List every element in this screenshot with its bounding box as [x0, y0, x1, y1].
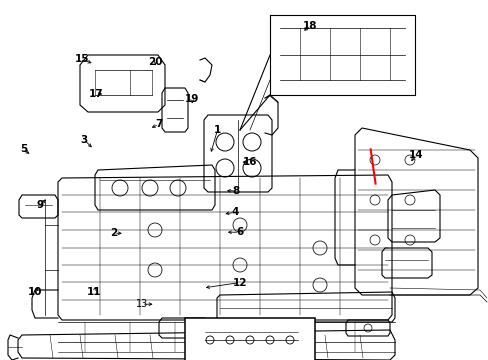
Text: 2: 2 — [110, 228, 117, 238]
Text: 14: 14 — [407, 150, 422, 160]
Text: 1: 1 — [214, 125, 221, 135]
Text: 17: 17 — [88, 89, 103, 99]
Text: 18: 18 — [303, 21, 317, 31]
Text: 6: 6 — [236, 227, 243, 237]
Text: 11: 11 — [86, 287, 101, 297]
Text: 15: 15 — [75, 54, 89, 64]
Text: 4: 4 — [230, 207, 238, 217]
Text: 13: 13 — [135, 299, 148, 309]
Text: 10: 10 — [28, 287, 42, 297]
Bar — [184, 318, 314, 360]
Text: 5: 5 — [20, 144, 27, 154]
Text: 19: 19 — [184, 94, 199, 104]
Text: 8: 8 — [232, 186, 239, 196]
Text: 9: 9 — [37, 200, 43, 210]
Text: 7: 7 — [155, 119, 163, 129]
Text: 12: 12 — [232, 278, 246, 288]
Text: 16: 16 — [243, 157, 257, 167]
Text: 20: 20 — [148, 57, 163, 67]
Text: 3: 3 — [81, 135, 87, 145]
